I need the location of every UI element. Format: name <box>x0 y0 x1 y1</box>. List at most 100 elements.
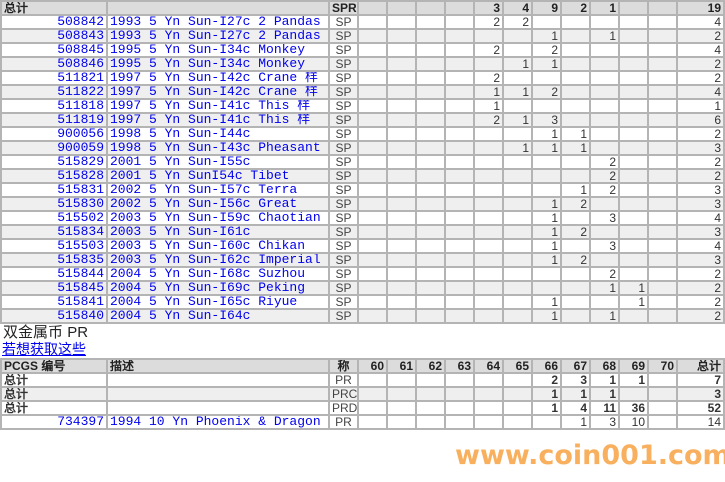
count-grade-68[interactable]: 2 <box>589 168 620 184</box>
count-grade-67[interactable]: 2 <box>560 196 591 212</box>
pcgs-number-link[interactable]: 515829 <box>0 154 108 170</box>
count-grade-67[interactable]: 4 <box>560 400 591 416</box>
description-link[interactable]: 2004 5 Yn Sun-I64c <box>106 308 330 324</box>
count-grade-65[interactable]: 1 <box>502 56 533 72</box>
count-grade-68[interactable]: 1 <box>589 372 620 388</box>
description-link[interactable]: 2003 5 Yn Sun-I60c Chikan <box>106 238 330 254</box>
description-link[interactable]: 1995 5 Yn Sun-I34c Monkey <box>106 42 330 58</box>
count-grade-66[interactable]: 1 <box>531 210 562 226</box>
description-link[interactable]: 1995 5 Yn Sun-I34c Monkey <box>106 56 330 72</box>
count-grade-65[interactable]: 1 <box>502 140 533 156</box>
count-grade-66[interactable]: 1 <box>531 400 562 416</box>
description-link[interactable]: 1997 5 Yn Sun-I41c This 样 <box>106 112 330 128</box>
description-link[interactable]: 2001 5 Yn SunI54c Tibet <box>106 168 330 184</box>
count-grade-66[interactable]: 1 <box>531 386 562 402</box>
count-grade-68[interactable]: 1 <box>589 280 620 296</box>
description-link[interactable]: 2002 5 Yn Sun-I56c Great <box>106 196 330 212</box>
count-grade-68[interactable]: 1 <box>589 386 620 402</box>
count-grade-69[interactable]: 1 <box>618 280 649 296</box>
count-grade-68[interactable]: 3 <box>589 414 620 430</box>
pcgs-number-link[interactable]: 515502 <box>0 210 108 226</box>
description-link[interactable]: 2003 5 Yn Sun-I61c <box>106 224 330 240</box>
description-link[interactable]: 2002 5 Yn Sun-I57c Terra <box>106 182 330 198</box>
count-grade-69[interactable]: 1 <box>618 372 649 388</box>
count-grade-64[interactable]: 2 <box>473 112 504 128</box>
pcgs-number-link[interactable]: 508845 <box>0 42 108 58</box>
description-link[interactable]: 1997 5 Yn Sun-I41c This 样 <box>106 98 330 114</box>
count-grade-67[interactable]: 1 <box>560 414 591 430</box>
description-link[interactable]: 1998 5 Yn Sun-I43c Pheasant <box>106 140 330 156</box>
pcgs-number-link[interactable]: 515840 <box>0 308 108 324</box>
count-grade-68[interactable]: 2 <box>589 154 620 170</box>
pcgs-number-link[interactable]: 734397 <box>0 414 108 430</box>
description-link[interactable]: 1993 5 Yn Sun-I27c 2 Pandas <box>106 28 330 44</box>
pcgs-number-link[interactable]: 515830 <box>0 196 108 212</box>
pcgs-number-link[interactable]: 508846 <box>0 56 108 72</box>
count-grade-68[interactable]: 2 <box>589 182 620 198</box>
pcgs-number-link[interactable]: 515828 <box>0 168 108 184</box>
pcgs-number-link[interactable]: 508843 <box>0 28 108 44</box>
description-link[interactable]: 2001 5 Yn Sun-I55c <box>106 154 330 170</box>
count-grade-69[interactable]: 36 <box>618 400 649 416</box>
count-grade-64[interactable]: 2 <box>473 14 504 30</box>
count-grade-66[interactable]: 3 <box>531 112 562 128</box>
count-grade-65[interactable]: 1 <box>502 112 533 128</box>
pcgs-number-link[interactable]: 511818 <box>0 98 108 114</box>
count-grade-65[interactable]: 2 <box>502 14 533 30</box>
count-grade-69[interactable]: 10 <box>618 414 649 430</box>
count-grade-66[interactable]: 1 <box>531 308 562 324</box>
count-grade-67[interactable]: 1 <box>560 126 591 142</box>
count-grade-66[interactable]: 2 <box>531 372 562 388</box>
count-grade-68[interactable]: 3 <box>589 210 620 226</box>
count-grade-67[interactable]: 3 <box>560 372 591 388</box>
count-grade-67[interactable]: 2 <box>560 252 591 268</box>
pcgs-number-link[interactable]: 515834 <box>0 224 108 240</box>
description-link[interactable]: 1997 5 Yn Sun-I42c Crane 样 <box>106 70 330 86</box>
count-grade-66[interactable]: 2 <box>531 42 562 58</box>
count-grade-68[interactable]: 1 <box>589 308 620 324</box>
count-grade-66[interactable]: 1 <box>531 252 562 268</box>
pcgs-number-link[interactable]: 508842 <box>0 14 108 30</box>
pcgs-number-link[interactable]: 900056 <box>0 126 108 142</box>
description-link[interactable]: 2004 5 Yn Sun-I69c Peking <box>106 280 330 296</box>
count-grade-66[interactable]: 1 <box>531 294 562 310</box>
description-link[interactable]: 1998 5 Yn Sun-I44c <box>106 126 330 142</box>
count-grade-67[interactable]: 1 <box>560 182 591 198</box>
count-grade-68[interactable]: 3 <box>589 238 620 254</box>
pcgs-number-link[interactable]: 511819 <box>0 112 108 128</box>
count-grade-64[interactable]: 1 <box>473 98 504 114</box>
count-grade-65[interactable]: 1 <box>502 84 533 100</box>
pcgs-number-link[interactable]: 515831 <box>0 182 108 198</box>
pcgs-number-link[interactable]: 515835 <box>0 252 108 268</box>
count-grade-66[interactable]: 1 <box>531 196 562 212</box>
description-link[interactable]: 2004 5 Yn Sun-I65c Riyue <box>106 294 330 310</box>
count-grade-68[interactable]: 2 <box>589 266 620 282</box>
count-grade-66[interactable]: 1 <box>531 238 562 254</box>
count-grade-66[interactable]: 1 <box>531 126 562 142</box>
pcgs-number-link[interactable]: 515503 <box>0 238 108 254</box>
count-grade-64[interactable]: 2 <box>473 70 504 86</box>
count-grade-66[interactable]: 1 <box>531 28 562 44</box>
description-link[interactable]: 1997 5 Yn Sun-I42c Crane 样 <box>106 84 330 100</box>
count-grade-67[interactable]: 2 <box>560 224 591 240</box>
pcgs-number-link[interactable]: 511822 <box>0 84 108 100</box>
description-link[interactable]: 2004 5 Yn Sun-I68c Suzhou <box>106 266 330 282</box>
count-grade-64[interactable]: 1 <box>473 84 504 100</box>
count-grade-69[interactable]: 1 <box>618 294 649 310</box>
pcgs-number-link[interactable]: 511821 <box>0 70 108 86</box>
count-grade-68[interactable]: 11 <box>589 400 620 416</box>
count-grade-66[interactable]: 1 <box>531 140 562 156</box>
pcgs-number-link[interactable]: 515841 <box>0 294 108 310</box>
description-link[interactable]: 2003 5 Yn Sun-I59c Chaotian <box>106 210 330 226</box>
pcgs-number-link[interactable]: 900059 <box>0 140 108 156</box>
description-link[interactable]: 1994 10 Yn Phoenix & Dragon <box>106 414 330 430</box>
count-grade-64[interactable]: 2 <box>473 42 504 58</box>
count-grade-68[interactable]: 1 <box>589 28 620 44</box>
get-these-link[interactable]: 若想获取这些 <box>2 341 86 357</box>
description-link[interactable]: 2003 5 Yn Sun-I62c Imperial <box>106 252 330 268</box>
count-grade-67[interactable]: 1 <box>560 140 591 156</box>
count-grade-67[interactable]: 1 <box>560 386 591 402</box>
description-link[interactable]: 1993 5 Yn Sun-I27c 2 Pandas <box>106 14 330 30</box>
count-grade-66[interactable]: 2 <box>531 84 562 100</box>
pcgs-number-link[interactable]: 515845 <box>0 280 108 296</box>
